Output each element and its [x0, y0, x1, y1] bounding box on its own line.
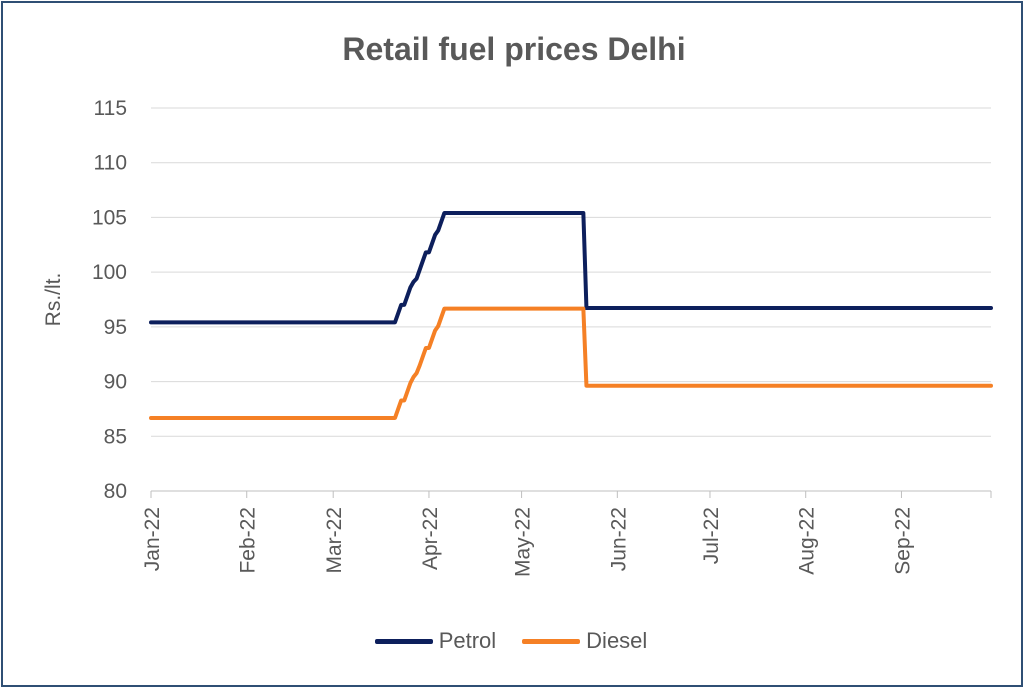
y-tick-label: 105: [92, 206, 127, 229]
x-tick-label: Jun-22: [607, 507, 630, 571]
x-tick-label: Feb-22: [237, 507, 260, 574]
legend-label-petrol: Petrol: [438, 628, 497, 653]
y-tick-label: 95: [104, 316, 127, 339]
series-line-petrol: [149, 210, 993, 325]
y-tick-label: 80: [104, 480, 127, 503]
y-tick-label: 90: [104, 371, 127, 394]
legend-item-diesel: Diesel: [522, 628, 647, 654]
legend-item-petrol: Petrol: [374, 628, 497, 654]
legend-label-diesel: Diesel: [586, 628, 648, 653]
x-tick-label: Jul-22: [700, 507, 723, 564]
legend-swatch-petrol: [374, 638, 433, 644]
y-tick-label: 100: [92, 261, 127, 284]
x-tick-label: Sep-22: [891, 507, 914, 575]
y-tick-label: 115: [94, 97, 127, 120]
y-axis-title: Rs./lt.: [42, 273, 65, 327]
legend: Petrol Diesel: [0, 628, 1022, 654]
x-tick-label: Mar-22: [323, 507, 346, 574]
x-tick-label: May-22: [512, 507, 535, 577]
chart-title: Retail fuel prices Delhi: [342, 31, 686, 67]
series-line-diesel: [149, 306, 993, 421]
x-tick-label: Apr-22: [419, 507, 442, 570]
x-tick-label: Jan-22: [141, 507, 164, 571]
y-tick-label: 110: [94, 152, 127, 175]
x-tick-label: Aug-22: [796, 507, 819, 575]
y-tick-label: 85: [104, 425, 127, 448]
legend-swatch-diesel: [522, 638, 581, 644]
